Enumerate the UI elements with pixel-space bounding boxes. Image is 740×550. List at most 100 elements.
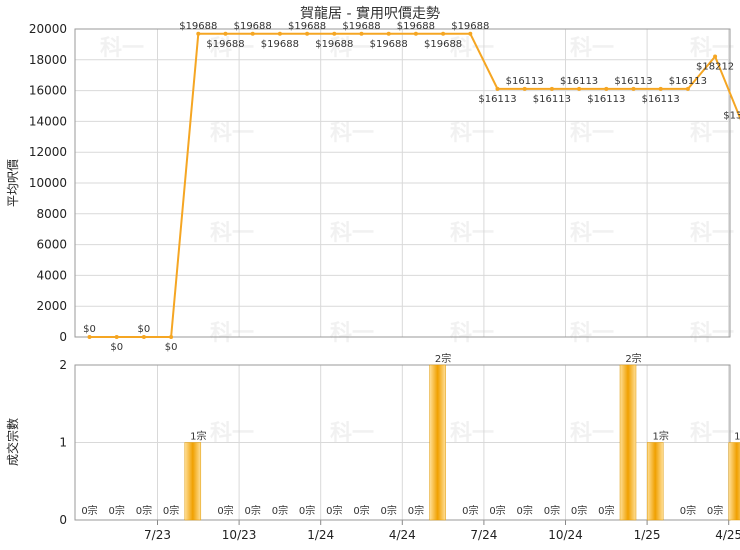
axis-layer: 0 2000 4000 6000 8000 10000 12000 14000 16000 180…: [29, 22, 740, 542]
x-tick-label: 1/25: [634, 528, 661, 542]
bar: [619, 364, 637, 521]
price-point: [577, 86, 582, 91]
bar-data-label: 0宗: [680, 504, 696, 517]
watermark-text: 科一: [210, 121, 254, 146]
watermark-text: 科一: [690, 36, 734, 61]
line-layer: [87, 31, 740, 339]
watermark-text: 科一: [690, 121, 734, 146]
bar-data-label: 0宗: [489, 504, 505, 517]
watermark-text: 科一: [450, 421, 494, 446]
bar-data-label: 0宗: [462, 504, 478, 517]
watermark-text: 科一: [570, 36, 614, 61]
watermark-text: 科一: [450, 121, 494, 146]
price-data-label: $19688: [397, 21, 435, 32]
chart-title: 賀龍居 - 實用呎價走勢: [300, 5, 440, 22]
line-chart-ytick-label: 2000: [36, 299, 67, 313]
x-tick-label: 10/24: [548, 528, 583, 542]
watermark-text: 科一: [450, 321, 494, 346]
watermark-text: 科一: [100, 36, 144, 61]
price-point: [386, 31, 391, 36]
price-point: [713, 54, 718, 59]
watermark-text: 科一: [450, 221, 494, 246]
bar-layer: [184, 364, 740, 521]
watermark-text: 科一: [690, 221, 734, 246]
price-data-label: $16113: [478, 94, 516, 105]
price-data-label: $0: [138, 324, 151, 335]
bar-data-label: 0宗: [517, 504, 533, 517]
bar-chart-ytick-label: 0: [59, 513, 67, 527]
label-layer: 0宗 0宗 0宗 0宗 1宗 0宗 0宗 0宗 0宗 0宗 0宗 0宗 0宗 2宗 0宗 0宗 0宗 0宗 0宗 0宗…: [81, 21, 740, 517]
price-data-label: $19688: [424, 39, 462, 50]
line-chart-ytick-label: 0: [59, 330, 67, 344]
line-chart-ytick-label: 6000: [36, 238, 67, 252]
bar-chart-ytick-label: 2: [59, 358, 67, 372]
price-data-label: $16113: [506, 76, 544, 87]
watermark-text: 科一: [330, 221, 374, 246]
bar-data-label: 0宗: [381, 504, 397, 517]
price-point: [604, 86, 609, 91]
price-point: [522, 86, 527, 91]
price-data-label: $19688: [288, 21, 326, 32]
line-chart-ylabel: 平均呎價: [6, 159, 20, 207]
price-point: [631, 86, 636, 91]
price-point: [196, 31, 201, 36]
price-point: [441, 31, 446, 36]
price-data-label: $16113: [533, 94, 571, 105]
price-point: [332, 31, 337, 36]
price-data-label: $18212: [696, 62, 734, 73]
bar-data-label: 0宗: [571, 504, 587, 517]
bar-data-label: 0宗: [707, 504, 723, 517]
price-data-label: $19688: [370, 39, 408, 50]
price-data-label: $13869: [723, 110, 740, 121]
line-chart-ytick-label: 20000: [29, 22, 67, 36]
x-tick-label: 1/24: [307, 528, 334, 542]
line-chart-ytick-label: 18000: [29, 53, 67, 67]
price-point: [277, 31, 282, 36]
line-chart-ytick-label: 10000: [29, 176, 67, 190]
watermark-text: 科一: [570, 421, 614, 446]
watermark-text: 科一: [450, 36, 494, 61]
watermark-text: 科一: [330, 421, 374, 446]
bar-data-label: 0宗: [217, 504, 233, 517]
bar-data-label: 0宗: [136, 504, 152, 517]
x-tick-label: 4/25: [715, 528, 740, 542]
price-point: [549, 86, 554, 91]
bar: [429, 364, 446, 521]
line-chart-plot-area: [74, 28, 731, 338]
price-data-label: $19688: [315, 39, 353, 50]
watermark-text: 科一: [330, 121, 374, 146]
bar-chart-ylabel: 成交宗數: [5, 418, 20, 466]
watermark-text: 科一: [570, 321, 614, 346]
bar-data-label: 0宗: [109, 504, 125, 517]
bar-data-label: 1宗: [734, 430, 740, 443]
bar-data-label: 0宗: [408, 504, 424, 517]
price-point: [359, 31, 364, 36]
price-point: [468, 31, 473, 36]
watermark-text: 科一: [570, 221, 614, 246]
bar-data-label: 0宗: [299, 504, 315, 517]
price-point: [250, 31, 255, 36]
bar-data-label: 0宗: [81, 504, 97, 517]
price-data-label: $19688: [234, 21, 272, 32]
watermark-text: 科一: [210, 36, 254, 61]
line-chart-ytick-label: 12000: [29, 145, 67, 159]
bar-data-label: 0宗: [326, 504, 342, 517]
bar-data-label: 0宗: [272, 504, 288, 517]
price-data-label: $19688: [451, 21, 489, 32]
price-data-label: $0: [110, 342, 123, 353]
bar: [646, 442, 664, 521]
bar-data-label: 0宗: [163, 504, 179, 517]
price-point: [223, 31, 228, 36]
x-tick-label: 7/24: [470, 528, 497, 542]
bar-chart-ytick-label: 1: [59, 436, 67, 450]
bar-data-label: 0宗: [353, 504, 369, 517]
price-data-label: $16113: [669, 76, 707, 87]
watermark-text: 科一: [210, 221, 254, 246]
price-data-label: $19688: [261, 39, 299, 50]
price-data-label: $19688: [179, 21, 217, 32]
watermark-text: 科一: [330, 36, 374, 61]
price-point: [658, 86, 663, 91]
